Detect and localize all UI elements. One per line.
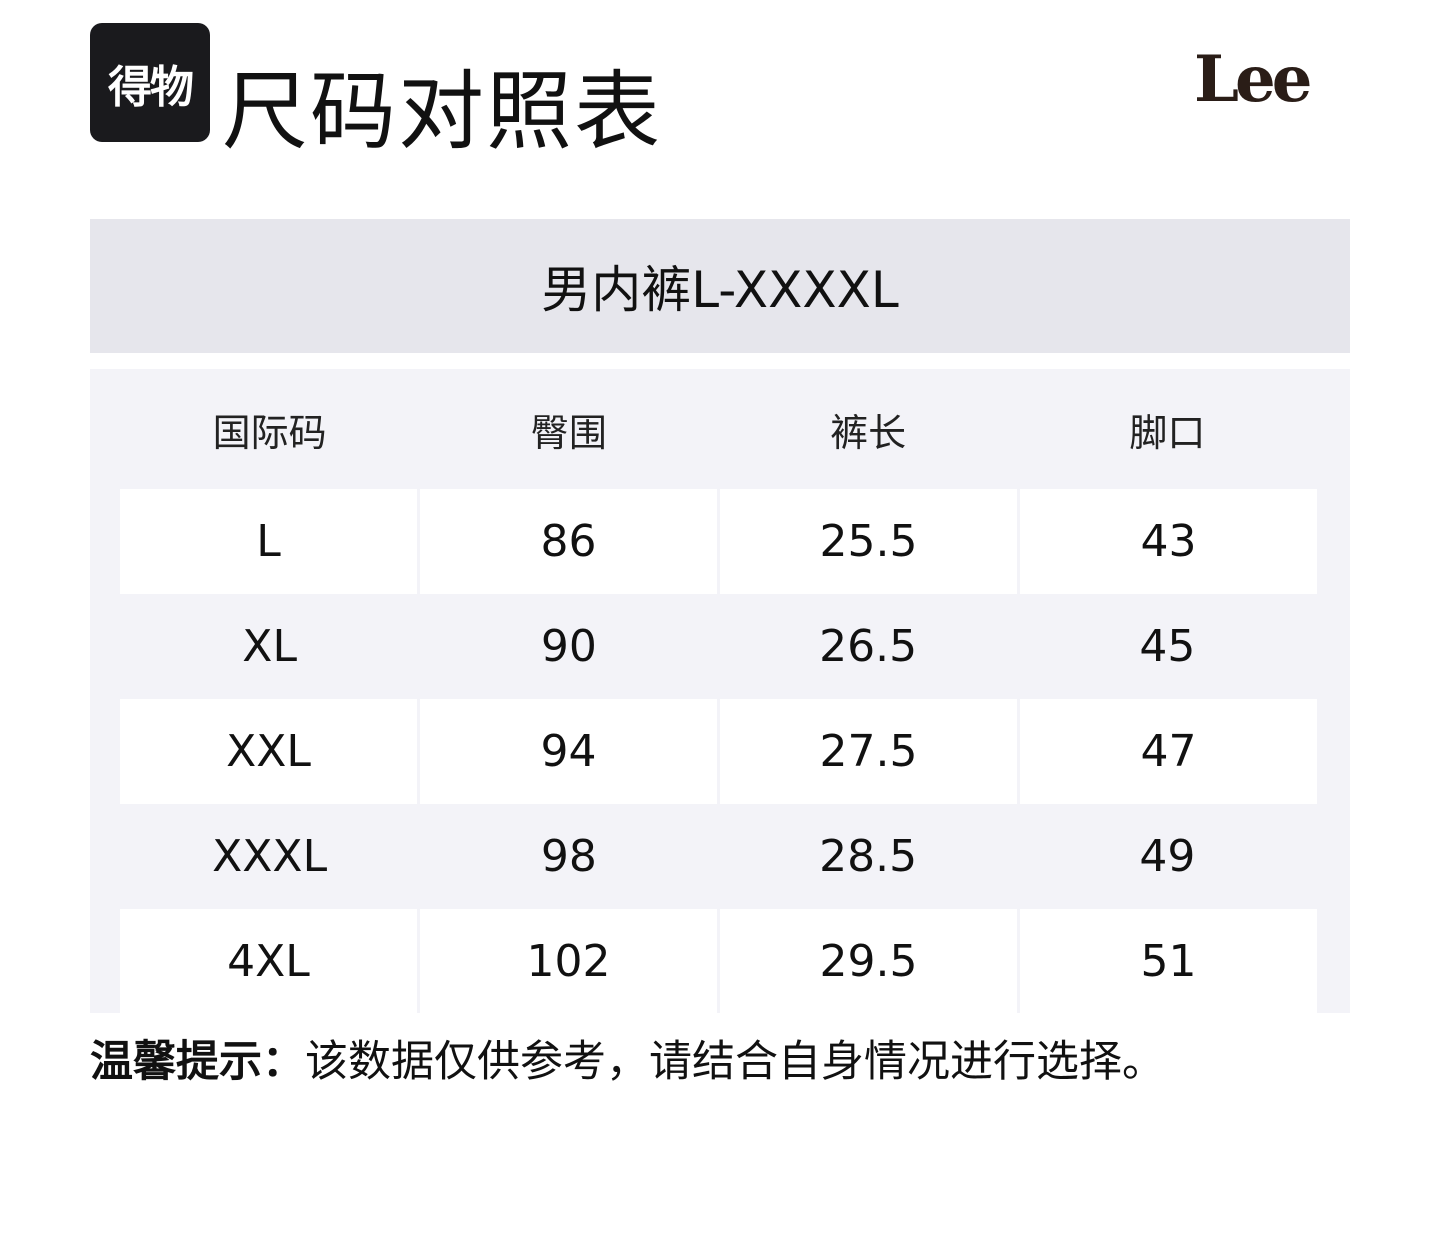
size-table: 国际码 臀围 裤长 脚口 L 86 25.5 43 XL 90 26.5 45 XXL 94 27.… <box>90 369 1350 1014</box>
tip-body: 该数据仅供参考，请结合自身情况进行选择。 <box>305 1037 1165 1087</box>
table-cell: 25.5 <box>720 489 1017 594</box>
table-cell: 4XL <box>120 909 417 1014</box>
header-cell: 脚口 <box>1129 410 1206 455</box>
lee-brand-logo: Lee <box>1194 42 1312 117</box>
table-cell: 98 <box>540 831 597 882</box>
header-cell: 臀围 <box>530 410 607 455</box>
table-cell: 86 <box>420 489 717 594</box>
header-cell: 裤长 <box>830 410 907 455</box>
table-cell: 29.5 <box>720 909 1017 1014</box>
table-cell: 94 <box>420 699 717 804</box>
table-cell: 102 <box>420 909 717 1014</box>
page-title: 尺码对照表 <box>222 62 662 162</box>
header-cell: 国际码 <box>212 410 327 455</box>
table-caption: 男内裤L-XXXXL <box>90 219 1350 353</box>
table-row: XL 90 26.5 45 <box>120 594 1317 699</box>
table-row: XXL 94 27.5 47 <box>120 699 1317 804</box>
table-cell: XXXL <box>212 831 328 882</box>
tip-label: 温馨提示： <box>90 1037 305 1087</box>
tip-text: 温馨提示：该数据仅供参考，请结合自身情况进行选择。 <box>90 1032 1165 1092</box>
table-cell: 47 <box>1020 699 1317 804</box>
table-row: XXXL 98 28.5 49 <box>120 804 1317 909</box>
table-row: 4XL 102 29.5 51 <box>120 909 1317 1014</box>
table-cell: 28.5 <box>819 831 918 882</box>
table-cell: 43 <box>1020 489 1317 594</box>
table-cell: 45 <box>1139 621 1196 672</box>
table-cell: L <box>120 489 417 594</box>
table-cell: XXL <box>120 699 417 804</box>
table-cell: 51 <box>1020 909 1317 1014</box>
dewu-logo: 得物 <box>90 23 210 142</box>
table-cell: XL <box>242 621 297 672</box>
table-row: L 86 25.5 43 <box>120 489 1317 594</box>
table-cell: 90 <box>540 621 597 672</box>
table-cell: 49 <box>1139 831 1196 882</box>
table-header: 国际码 臀围 裤长 脚口 <box>120 369 1317 489</box>
table-cell: 26.5 <box>819 621 918 672</box>
table-cell: 27.5 <box>720 699 1017 804</box>
